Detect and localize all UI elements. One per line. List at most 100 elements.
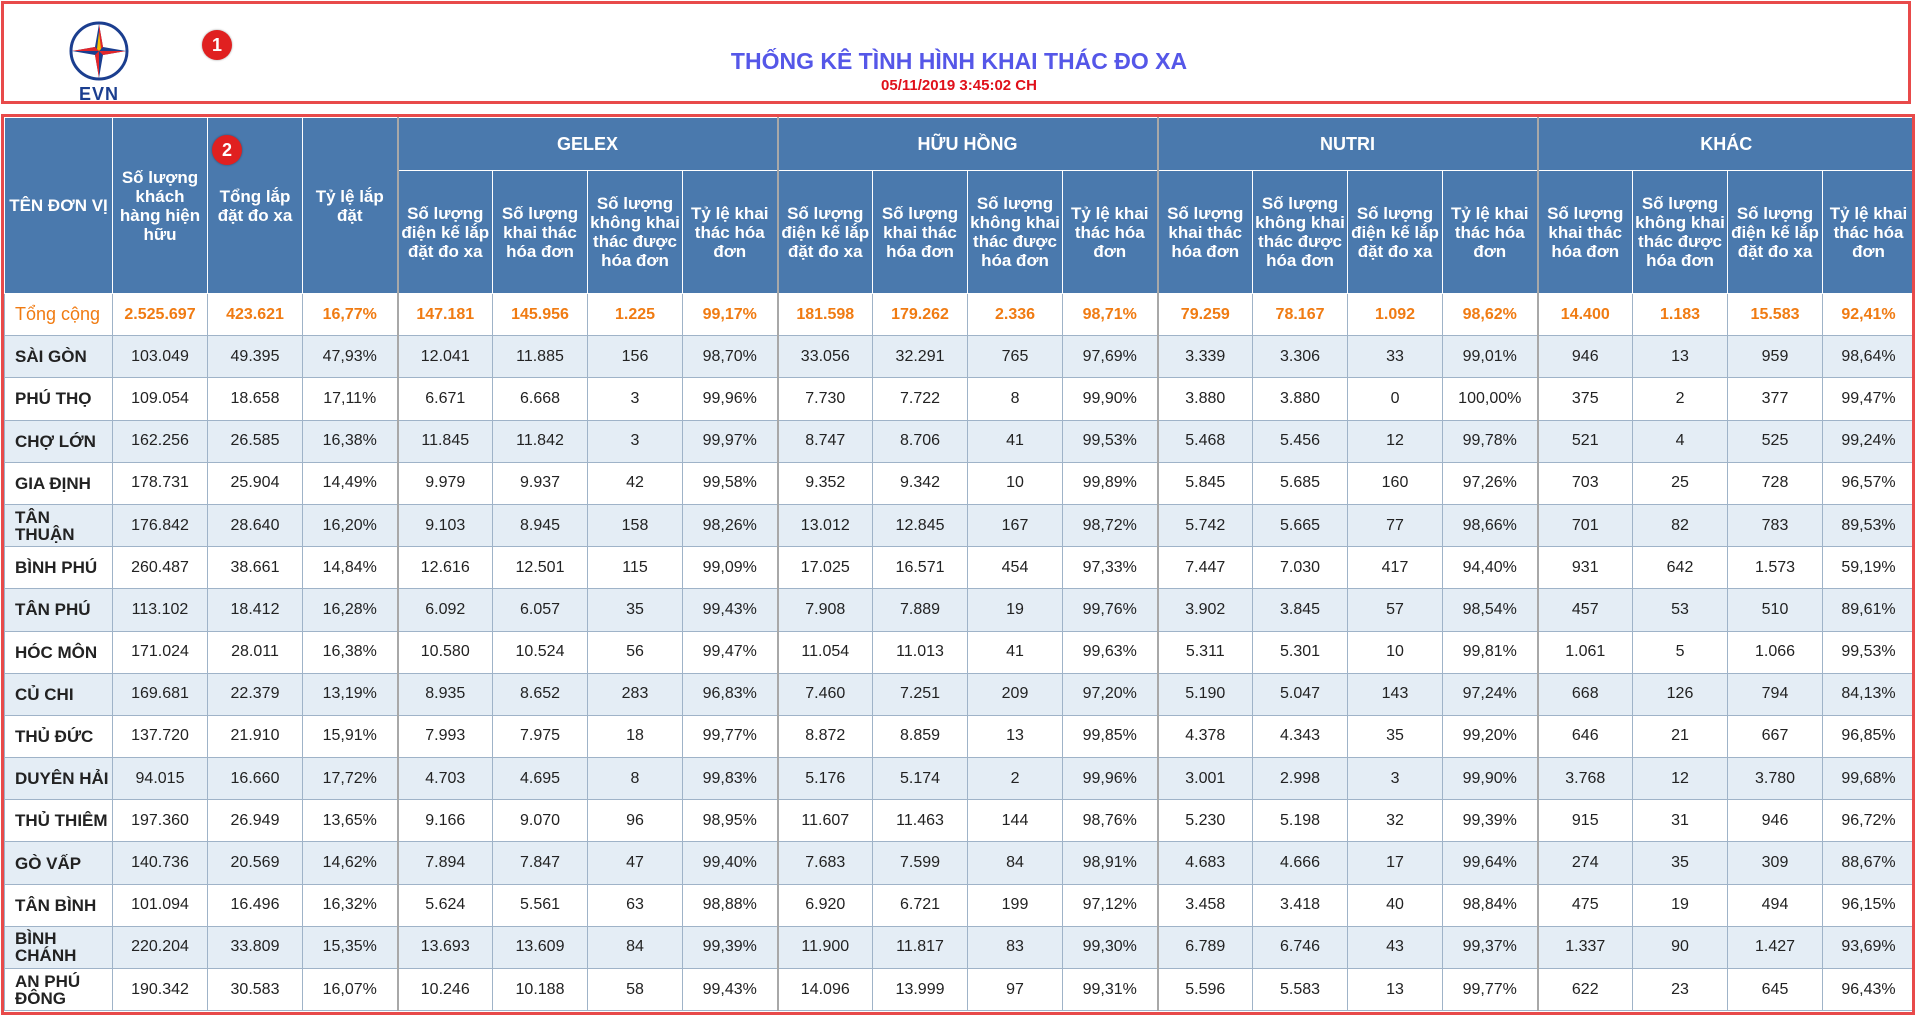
value-cell: 97 <box>968 969 1063 1011</box>
value-cell: 26.585 <box>208 420 303 462</box>
value-cell: 99,77% <box>683 715 778 757</box>
value-cell: 14,84% <box>303 547 398 589</box>
value-cell: 21 <box>1633 715 1728 757</box>
value-cell: 92,41% <box>1823 294 1915 336</box>
value-cell: 53 <box>1633 589 1728 631</box>
value-cell: 99,81% <box>1443 631 1538 673</box>
value-cell: 7.447 <box>1158 547 1253 589</box>
value-cell: 99,17% <box>683 294 778 336</box>
unit-name-cell: TÂN PHÚ <box>5 589 113 631</box>
value-cell: 19 <box>1633 884 1728 926</box>
value-cell: 10 <box>1348 631 1443 673</box>
value-cell: 946 <box>1538 336 1633 378</box>
value-cell: 99,39% <box>683 926 778 968</box>
value-cell: 97,33% <box>1063 547 1158 589</box>
value-cell: 82 <box>1633 504 1728 546</box>
subheader-gelex-rate: Tỷ lệ khai thác hóa đơn <box>683 171 778 294</box>
value-cell: 5.583 <box>1253 969 1348 1011</box>
value-cell: 13.693 <box>398 926 493 968</box>
value-cell: 99,31% <box>1063 969 1158 1011</box>
value-cell: 90 <box>1633 926 1728 968</box>
value-cell: 13 <box>1348 969 1443 1011</box>
value-cell: 11.013 <box>873 631 968 673</box>
value-cell: 99,83% <box>683 758 778 800</box>
value-cell: 99,43% <box>683 969 778 1011</box>
value-cell: 16,38% <box>303 420 398 462</box>
subheader-gelex-meters: Số lượng điện kế lắp đặt đo xa <box>398 171 493 294</box>
value-cell: 33.056 <box>778 336 873 378</box>
unit-name-cell: CHỢ LỚN <box>5 420 113 462</box>
subheader-nutri-not-invoiced: Số lượng không khai thác được hóa đơn <box>1253 171 1348 294</box>
group-header-huu-hong: HỮU HỒNG <box>778 118 1158 171</box>
header-customers: Số lượng khách hàng hiện hữu <box>113 118 208 294</box>
value-cell: 96,72% <box>1823 800 1915 842</box>
subheader-huuhong-meters: Số lượng điện kế lắp đặt đo xa <box>778 171 873 294</box>
value-cell: 18.658 <box>208 378 303 420</box>
value-cell: 622 <box>1538 969 1633 1011</box>
value-cell: 115 <box>588 547 683 589</box>
value-cell: 423.621 <box>208 294 303 336</box>
value-cell: 99,53% <box>1063 420 1158 462</box>
value-cell: 96 <box>588 800 683 842</box>
value-cell: 11.842 <box>493 420 588 462</box>
value-cell: 915 <box>1538 800 1633 842</box>
value-cell: 97,12% <box>1063 884 1158 926</box>
subheader-gelex-not-invoiced: Số lượng không khai thác được hóa đơn <box>588 171 683 294</box>
value-cell: 98,71% <box>1063 294 1158 336</box>
value-cell: 56 <box>588 631 683 673</box>
value-cell: 35 <box>1633 842 1728 884</box>
value-cell: 16,28% <box>303 589 398 631</box>
value-cell: 5.561 <box>493 884 588 926</box>
value-cell: 15.583 <box>1728 294 1823 336</box>
value-cell: 99,77% <box>1443 969 1538 1011</box>
unit-name-cell: THỦ ĐỨC <box>5 715 113 757</box>
value-cell: 5.174 <box>873 758 968 800</box>
value-cell: 42 <box>588 462 683 504</box>
value-cell: 47 <box>588 842 683 884</box>
value-cell: 99,53% <box>1823 631 1915 673</box>
value-cell: 5.468 <box>1158 420 1253 462</box>
value-cell: 99,47% <box>683 631 778 673</box>
value-cell: 99,78% <box>1443 420 1538 462</box>
total-row: Tổng cộng 2.525.697 423.621 16,77% 147.181 14… <box>5 294 1915 336</box>
value-cell: 5.311 <box>1158 631 1253 673</box>
value-cell: 16,77% <box>303 294 398 336</box>
unit-name-cell: CỦ CHI <box>5 673 113 715</box>
value-cell: 220.204 <box>113 926 208 968</box>
unit-name-cell: TÂN THUẬN <box>5 504 113 546</box>
table-row: AN PHÚ ĐÔNG 190.342 30.583 16,07% 10.246 10.1… <box>5 969 1915 1011</box>
value-cell: 99,01% <box>1443 336 1538 378</box>
value-cell: 58 <box>588 969 683 1011</box>
value-cell: 2.998 <box>1253 758 1348 800</box>
value-cell: 703 <box>1538 462 1633 504</box>
value-cell: 783 <box>1728 504 1823 546</box>
value-cell: 9.352 <box>778 462 873 504</box>
value-cell: 16,32% <box>303 884 398 926</box>
subheader-nutri-rate: Tỷ lệ khai thác hóa đơn <box>1443 171 1538 294</box>
value-cell: 21.910 <box>208 715 303 757</box>
value-cell: 32.291 <box>873 336 968 378</box>
report-header: EVN 1 THỐNG KÊ TÌNH HÌNH KHAI THÁC ĐO XA… <box>1 1 1911 104</box>
table-row: SÀI GÒN 103.049 49.395 47,93% 12.041 11.885 15… <box>5 336 1915 378</box>
value-cell: 645 <box>1728 969 1823 1011</box>
value-cell: 5.176 <box>778 758 873 800</box>
value-cell: 158 <box>588 504 683 546</box>
unit-name-cell: BÌNH PHÚ <box>5 547 113 589</box>
value-cell: 22.379 <box>208 673 303 715</box>
value-cell: 3.001 <box>1158 758 1253 800</box>
value-cell: 33.809 <box>208 926 303 968</box>
value-cell: 98,70% <box>683 336 778 378</box>
value-cell: 8.945 <box>493 504 588 546</box>
value-cell: 99,58% <box>683 462 778 504</box>
value-cell: 3.902 <box>1158 589 1253 631</box>
value-cell: 38.661 <box>208 547 303 589</box>
value-cell: 5.665 <box>1253 504 1348 546</box>
value-cell: 260.487 <box>113 547 208 589</box>
value-cell: 11.900 <box>778 926 873 968</box>
value-cell: 99,96% <box>1063 758 1158 800</box>
value-cell: 8.935 <box>398 673 493 715</box>
value-cell: 18 <box>588 715 683 757</box>
value-cell: 9.979 <box>398 462 493 504</box>
value-cell: 98,62% <box>1443 294 1538 336</box>
table-row: BÌNH CHÁNH 220.204 33.809 15,35% 13.693 13.60… <box>5 926 1915 968</box>
